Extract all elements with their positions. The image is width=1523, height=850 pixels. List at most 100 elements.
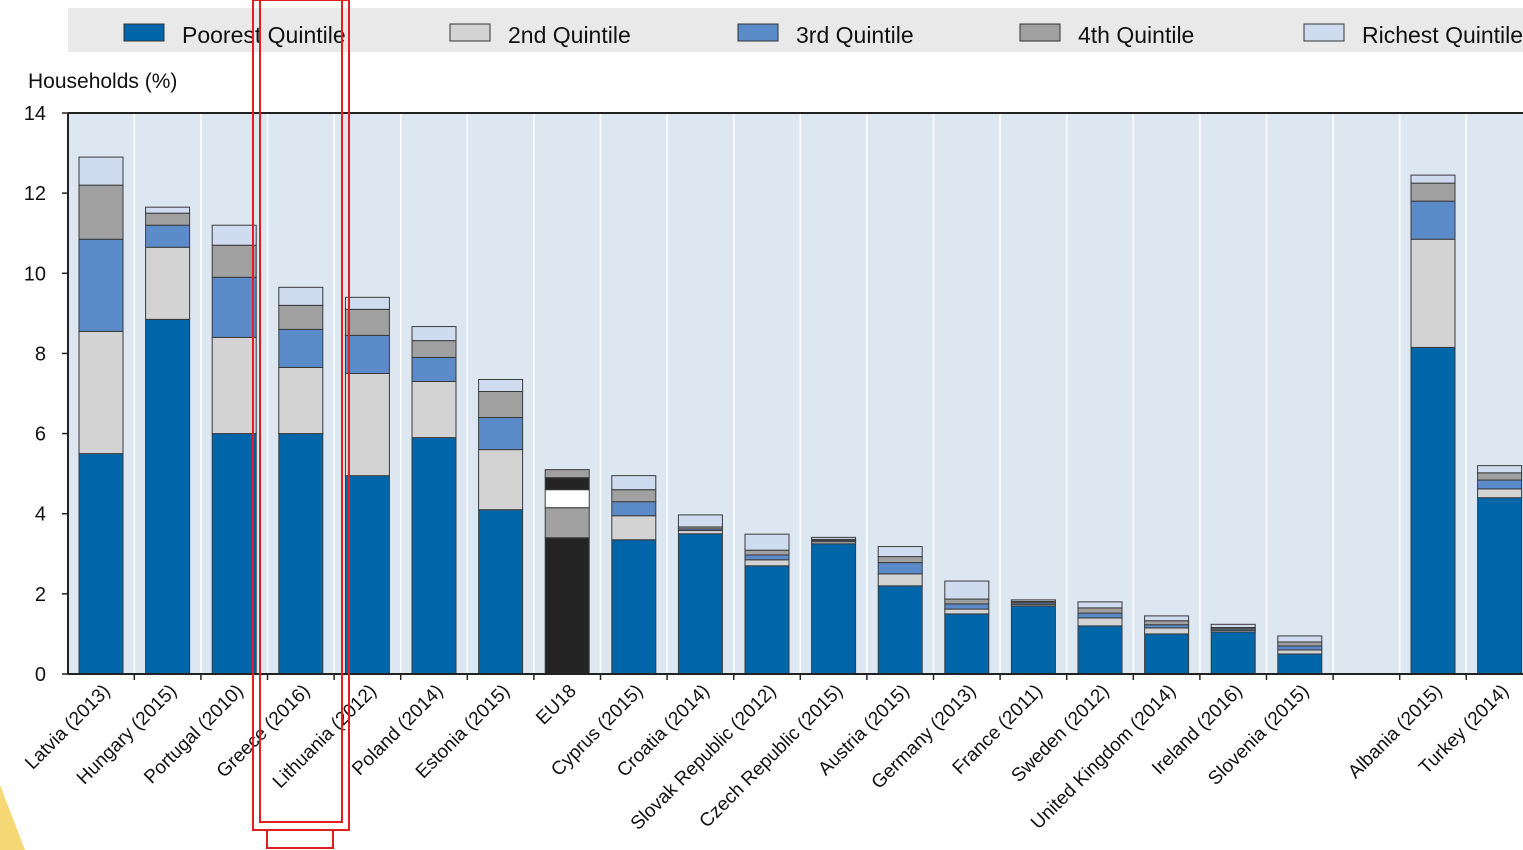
bar-segment (877, 585, 923, 675)
bar-segment (211, 244, 257, 278)
legend-label: 4th Quintile (1078, 22, 1194, 48)
bar-segment (211, 433, 257, 675)
highlight-inner-box (259, 0, 343, 823)
legend-label: Poorest Quintile (182, 22, 346, 48)
y-tick-label: 8 (35, 343, 46, 365)
bar-segment (344, 296, 390, 310)
highlight-bracket (252, 0, 350, 849)
legend-label: 2nd Quintile (508, 22, 631, 48)
bar-segment (278, 366, 324, 435)
bar-segment (1410, 182, 1456, 202)
bar-segment (145, 206, 191, 214)
y-tick-label: 4 (35, 504, 46, 526)
bar-segment (1144, 615, 1190, 622)
bar-segment (944, 580, 990, 600)
y-tick-label: 0 (35, 664, 46, 686)
bar-segment (1477, 465, 1523, 474)
bar-segment (344, 308, 390, 336)
legend-background (68, 8, 1523, 52)
bar-segment (1410, 174, 1456, 184)
y-tick-label: 12 (24, 183, 46, 205)
bar-segment (478, 378, 524, 392)
bar-segment (811, 543, 857, 675)
bar-segment (811, 536, 857, 540)
bar-segment (1410, 238, 1456, 348)
bar-segment (1210, 631, 1256, 675)
legend-swatch (449, 23, 491, 42)
bar-segment (1477, 488, 1523, 499)
axes (67, 112, 1523, 680)
bar-segment (1077, 617, 1123, 627)
bar-segment (411, 437, 457, 675)
bar-segment (145, 318, 191, 675)
bar-segment (411, 340, 457, 358)
legend-label: 3rd Quintile (796, 22, 914, 48)
bar-segment (877, 573, 923, 587)
bar-segment (744, 549, 790, 556)
bar-segment (211, 336, 257, 435)
bar-segment (611, 489, 657, 503)
y-tick-label: 10 (24, 263, 46, 285)
bar-segment (478, 449, 524, 511)
bar-segment (344, 334, 390, 374)
bar-segment (944, 608, 990, 615)
bar-segment (1010, 605, 1056, 675)
legend-swatch (123, 23, 165, 42)
bar-segment (1477, 497, 1523, 675)
bar-segment (78, 184, 124, 240)
bar-segment (278, 433, 324, 675)
y-tick-label: 14 (24, 103, 46, 125)
bar-segment (744, 559, 790, 567)
corner-decoration (0, 785, 25, 850)
bar-segment (1477, 479, 1523, 490)
legend-label: Richest Quintile (1362, 22, 1523, 48)
bar-segment (611, 501, 657, 517)
bar-segment (1410, 346, 1456, 675)
bar-segment (411, 380, 457, 439)
bar-segment (278, 286, 324, 306)
bar-segment (344, 372, 390, 477)
bar-segment (1077, 601, 1123, 609)
legend: Poorest Quintile 2nd Quintile 3rd Quintile… (123, 22, 1523, 48)
bar-segment (744, 554, 790, 561)
bar-segment (1277, 641, 1323, 647)
bar-segment (78, 453, 124, 675)
bar-segment (344, 475, 390, 675)
bar-segment (1144, 620, 1190, 626)
bar-segment (145, 246, 191, 320)
bar-segment (877, 562, 923, 575)
bar-segment (677, 514, 723, 528)
bar-segment (744, 533, 790, 551)
bar-segment (1410, 200, 1456, 240)
bar-segment (1144, 633, 1190, 675)
bar-segment (145, 212, 191, 226)
bar-segment (1210, 623, 1256, 629)
bar-segment (1277, 645, 1323, 651)
bar-segment (611, 539, 657, 675)
bar-segment (411, 356, 457, 382)
bar-segment (611, 475, 657, 491)
bar-segment (78, 238, 124, 332)
bar-segment (544, 477, 590, 491)
bar-segment (411, 326, 457, 342)
bar-segment (1277, 635, 1323, 643)
bar-segment (1010, 599, 1056, 602)
bar-segment (877, 556, 923, 564)
bar-segment (145, 224, 191, 248)
y-tick-label: 6 (35, 424, 46, 446)
bar-segment (544, 507, 590, 539)
bar-segment (677, 533, 723, 675)
bar-segment (78, 330, 124, 455)
bar-segment (278, 328, 324, 368)
legend-swatch (1303, 23, 1345, 42)
bar-segment (1477, 472, 1523, 481)
bar-segment (78, 156, 124, 186)
bar-segment (211, 224, 257, 246)
bar-segment (544, 537, 590, 675)
bar-segment (478, 509, 524, 675)
bar-segment (744, 565, 790, 675)
bar-segment (611, 515, 657, 541)
bar-segment (1277, 653, 1323, 675)
bar-segment (1077, 607, 1123, 614)
